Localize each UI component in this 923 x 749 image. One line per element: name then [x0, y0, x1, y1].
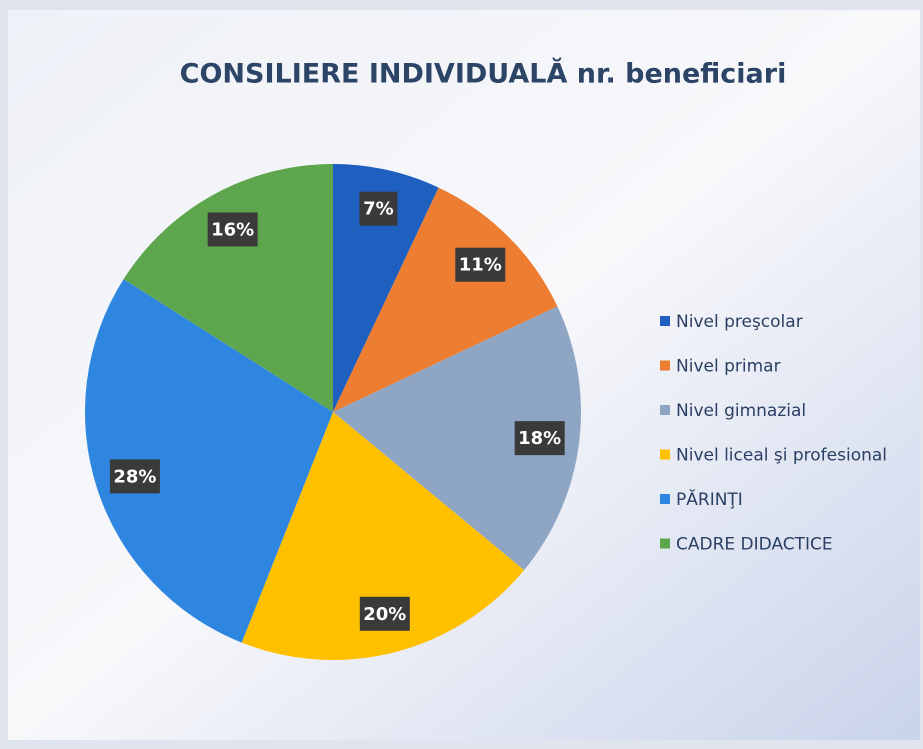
value-label: 18%: [518, 428, 561, 449]
pie-slice: [123, 164, 333, 412]
value-label: 16%: [211, 219, 254, 240]
value-label: 28%: [113, 466, 156, 487]
legend-text: Nivel preşcolar: [676, 312, 803, 332]
legend-marker: [660, 360, 670, 371]
pie-slice: [333, 187, 558, 412]
label-box: [359, 596, 410, 631]
pie-slice: [241, 412, 525, 660]
legend-marker: [660, 405, 670, 415]
legend-marker: [660, 494, 670, 504]
value-label: 11%: [459, 255, 502, 276]
pie-slice: [333, 306, 581, 571]
legend-text: PĂRINŢI: [676, 488, 743, 510]
pie-slice: [333, 164, 439, 412]
label-box: [514, 421, 565, 456]
chart-title: CONSILIERE INDIVIDUALĂ nr. beneficiari: [180, 58, 787, 90]
legend-marker: [660, 538, 670, 549]
label-box: [359, 191, 398, 226]
value-label: 20%: [363, 604, 406, 625]
legend-text: Nivel primar: [676, 357, 781, 377]
legend-text: CADRE DIDACTICE: [676, 535, 833, 555]
label-box: [109, 459, 160, 494]
legend-text: Nivel gimnazial: [676, 401, 806, 421]
legend-text: Nivel liceal şi profesional: [676, 446, 887, 466]
value-label: 7%: [363, 199, 394, 220]
pie-slice: [84, 279, 333, 643]
legend-marker: [660, 449, 670, 460]
label-box: [455, 247, 506, 282]
legend-marker: [660, 316, 670, 326]
label-box: [207, 212, 258, 247]
